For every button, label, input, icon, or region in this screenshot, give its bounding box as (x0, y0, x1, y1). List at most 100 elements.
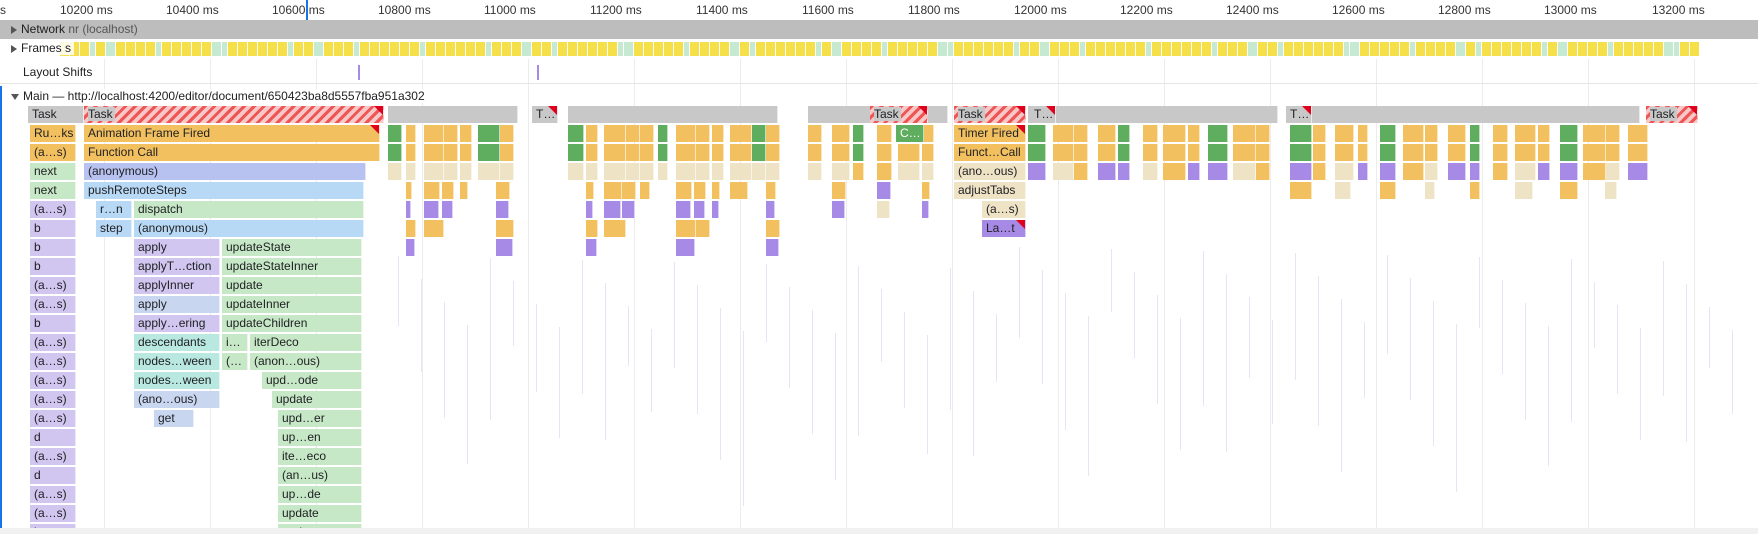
frame-block[interactable] (248, 42, 257, 56)
call-frame-block[interactable] (424, 163, 444, 180)
call-block[interactable]: r…n (96, 201, 132, 218)
adjust-tabs-block[interactable]: adjustTabs (954, 182, 1026, 199)
call-frame-block[interactable] (1335, 125, 1354, 142)
frame-block[interactable] (1476, 42, 1481, 56)
frame-block[interactable] (1218, 42, 1227, 56)
call-frame-block[interactable] (622, 125, 640, 142)
call-frame-block[interactable] (712, 201, 719, 218)
frame-block[interactable] (1634, 42, 1643, 56)
call-frame-block[interactable] (586, 182, 594, 199)
update-state-block[interactable]: updateState (222, 239, 362, 256)
frame-block[interactable] (222, 42, 227, 56)
nodes-between-block[interactable]: nodes…ween (134, 372, 220, 389)
frame-block[interactable] (730, 42, 739, 56)
call-frame-block[interactable] (853, 125, 864, 142)
frame-block[interactable] (1446, 42, 1455, 56)
call-frame-block[interactable] (922, 182, 930, 199)
call-frame-block[interactable] (1358, 144, 1368, 161)
call-frame-block[interactable] (1143, 163, 1158, 180)
call-frame-block[interactable] (586, 125, 598, 142)
frame-block[interactable] (938, 42, 947, 56)
frame-block[interactable] (228, 42, 237, 56)
layout-shift-marker[interactable] (537, 65, 539, 80)
call-frame-block[interactable] (478, 163, 500, 180)
call-frame-block[interactable] (640, 125, 654, 142)
call-frame-block[interactable] (1605, 163, 1620, 180)
call-frame-block[interactable] (832, 125, 850, 142)
frame-block[interactable] (334, 42, 343, 56)
call-frame-block[interactable] (1425, 163, 1438, 180)
call-frame-block[interactable] (1028, 163, 1046, 180)
call-frame-block[interactable] (808, 144, 822, 161)
call-frame-block[interactable] (1053, 125, 1074, 142)
frame-block[interactable] (974, 42, 983, 56)
frame-block[interactable] (852, 42, 861, 56)
anonymous-block[interactable]: (an…us) (278, 467, 362, 484)
frame-block[interactable] (1400, 42, 1409, 56)
frame-block[interactable] (862, 42, 871, 56)
iter-block[interactable]: i… (222, 334, 248, 351)
call-frame-block[interactable] (877, 125, 892, 142)
call-frame-block[interactable] (622, 163, 640, 180)
frame-block[interactable] (618, 42, 623, 56)
left-column-entry[interactable]: (a…s) (30, 353, 76, 370)
call-frame-block[interactable] (922, 201, 929, 218)
call-frame-block[interactable] (1470, 182, 1480, 199)
frame-block[interactable] (1238, 42, 1247, 56)
call-frame-block[interactable] (1335, 163, 1354, 180)
call-frame-block[interactable] (424, 220, 444, 237)
call-frame-block[interactable] (640, 144, 654, 161)
dispatch-block[interactable]: dispatch (134, 201, 364, 218)
call-frame-block[interactable] (808, 163, 822, 180)
call-frame-block[interactable] (1538, 144, 1550, 161)
call-frame-block[interactable] (1425, 144, 1438, 161)
call-frame-block[interactable] (676, 201, 691, 218)
left-column-entry[interactable]: (a…s) (30, 144, 76, 161)
frame-block[interactable] (710, 42, 719, 56)
call-frame-block[interactable] (898, 144, 920, 161)
call-frame-block[interactable] (622, 201, 635, 218)
call-frame-block[interactable] (1313, 125, 1326, 142)
call-frame-block[interactable] (766, 125, 780, 142)
frame-block[interactable] (1304, 42, 1313, 56)
call-frame-block[interactable] (460, 125, 472, 142)
frame-block[interactable] (446, 42, 455, 56)
call-frame-block[interactable] (1560, 163, 1578, 180)
call-frame-block[interactable] (442, 182, 454, 199)
layout-shift-marker[interactable] (358, 65, 360, 80)
call-frame-block[interactable] (1290, 182, 1312, 199)
call-frame-block[interactable] (748, 163, 766, 180)
call-frame-block[interactable] (694, 163, 710, 180)
frame-block[interactable] (1086, 42, 1095, 56)
layout-shifts-track[interactable]: Layout Shifts (0, 59, 1758, 84)
frame-block[interactable] (522, 42, 531, 56)
frame-block[interactable] (476, 42, 485, 56)
call-frame-block[interactable] (1470, 163, 1480, 180)
frame-block[interactable] (278, 42, 287, 56)
call-frame-block[interactable] (922, 163, 934, 180)
call-frame-block[interactable] (1188, 163, 1200, 180)
frame-block[interactable] (1614, 42, 1623, 56)
frame-block[interactable] (380, 42, 389, 56)
frame-block[interactable] (568, 42, 577, 56)
call-frame-block[interactable] (1208, 125, 1228, 142)
frame-block[interactable] (314, 42, 323, 56)
call-frame-block[interactable] (766, 220, 780, 237)
call-frame-block[interactable] (442, 125, 458, 142)
call-frame-block[interactable] (568, 163, 584, 180)
frame-block[interactable] (1502, 42, 1511, 56)
frames-track-label[interactable]: Frames s (8, 41, 75, 55)
frame-block[interactable] (558, 42, 567, 56)
call-frame-block[interactable] (388, 144, 402, 161)
call-frame-block[interactable] (604, 163, 626, 180)
call-frame-block[interactable] (1515, 163, 1536, 180)
frame-block[interactable] (1146, 42, 1151, 56)
call-frame-block[interactable] (1380, 125, 1396, 142)
call-block[interactable]: (… (222, 353, 248, 370)
call-frame-block[interactable] (877, 201, 890, 218)
frame-block[interactable] (1350, 42, 1359, 56)
network-track[interactable]: Network nr (localhost) (0, 20, 1758, 39)
call-frame-block[interactable] (832, 201, 845, 218)
frame-block[interactable] (106, 42, 115, 56)
call-frame-block[interactable] (832, 182, 846, 199)
